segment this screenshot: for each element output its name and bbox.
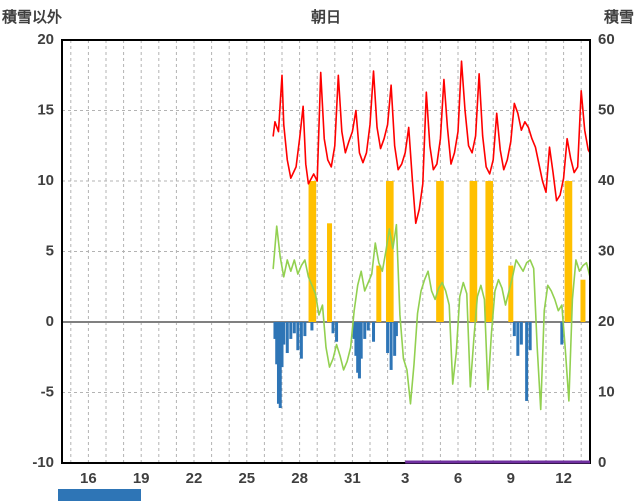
series-blue-bars [393,322,397,356]
bottom-left-partial-bar [58,489,141,501]
series-blue-bars [394,322,398,337]
right-axis-tick-label: 20 [598,313,615,330]
plot-border [61,39,591,464]
left-axis-tick-label: 20 [37,31,54,48]
series-blue-bars [278,322,282,409]
series-blue-bars [356,322,360,373]
x-axis-tick-label: 22 [186,470,203,487]
right-axis-tick-label: 30 [598,242,615,259]
series-orange-bars [438,181,444,322]
x-axis-tick-label: 9 [507,470,515,487]
right-axis-tick-label: 40 [598,172,615,189]
series-blue-bars [366,322,370,331]
right-axis-tick-label: 60 [598,31,615,48]
left-axis-tick-label: 15 [37,101,54,118]
series-blue-bars [389,322,393,370]
series-blue-bars [352,322,356,339]
x-axis-tick-label: 25 [238,470,255,487]
x-axis-tick-label: 12 [555,470,572,487]
series-blue-bars [276,322,280,404]
x-axis-tick-label: 3 [401,470,409,487]
series-blue-bars [363,322,367,339]
series-orange-bars [508,265,514,322]
series-blue-bars [528,322,532,351]
series-green-line [272,223,591,411]
x-axis-tick-label: 19 [133,470,150,487]
x-axis-tick-label: 6 [454,470,462,487]
series-orange-bars [485,181,491,322]
series-blue-bars [354,322,358,356]
series-blue-bars [525,322,529,401]
series-blue-bars [519,322,523,345]
chart-title: 朝日 [310,9,341,26]
left-axis-tick-label: -5 [41,383,54,400]
series-orange-bars [388,181,394,322]
series-blue-bars [275,322,279,365]
series-orange-bars [580,279,586,322]
series-orange-bars [327,223,333,322]
series-orange-bars [567,181,573,322]
right-axis-title: 積雪 [603,9,634,26]
series-blue-bars [280,322,284,368]
series-blue-bars [560,322,564,345]
series-blue-bars [292,322,296,334]
series-orange-bars [308,181,314,322]
series-orange-bars [472,181,478,322]
series-red-line [272,60,591,225]
series-blue-bars [357,322,361,379]
x-axis-tick-label: 31 [344,470,361,487]
series-blue-bars [512,322,516,337]
series-blue-bars [296,322,300,351]
x-axis-tick-label: 28 [291,470,308,487]
series-blue-bars [335,322,339,342]
series-blue-bars [359,322,363,359]
series-blue-bars [331,322,335,334]
right-axis-tick-label: 0 [598,454,606,471]
series-blue-bars [310,322,314,331]
series-blue-bars [516,322,520,356]
series-orange-bars [469,181,475,322]
series-blue-bars [285,322,289,354]
series-blue-bars [299,322,303,359]
series-orange-bars [564,181,570,322]
series-blue-bars [273,322,277,339]
left-axis-tick-label: 5 [46,242,54,259]
left-axis-tick-label: 10 [37,172,54,189]
series-blue-bars [289,322,293,339]
series-blue-bars [386,322,390,354]
series-orange-bars [385,181,391,322]
series-blue-bars [372,322,376,342]
right-axis-tick-label: 10 [598,383,615,400]
series-orange-bars [311,181,317,322]
right-axis-tick-label: 50 [598,101,615,118]
series-blue-bars [303,322,307,337]
x-axis-tick-label: 16 [80,470,97,487]
series-blue-bars [282,322,286,345]
left-axis-tick-label: 0 [46,313,54,330]
left-axis-title: 積雪以外 [2,9,63,26]
series-orange-bars [436,181,442,322]
series-orange-bars [488,181,494,322]
left-axis-tick-label: -10 [32,454,54,471]
series-orange-bars [376,265,382,322]
